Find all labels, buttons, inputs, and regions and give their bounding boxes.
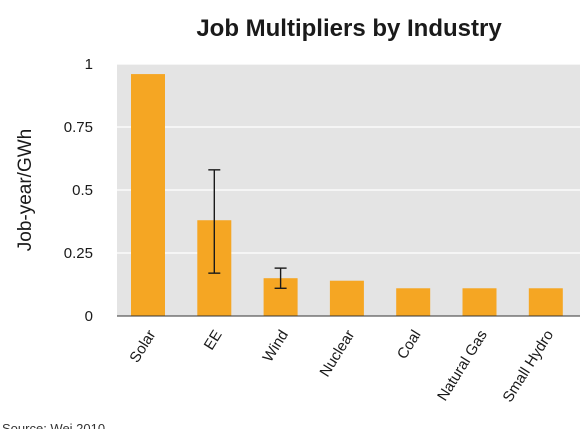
x-tick-label: EE (201, 327, 226, 353)
x-tick-label: Natural Gas (434, 327, 491, 404)
x-tick-label: Small Hydro (499, 327, 557, 405)
source-note: Source: Wei 2010 (2, 421, 105, 429)
bar-coal (396, 288, 431, 316)
y-tick-label: 0.75 (64, 119, 93, 136)
bar-natural-gas (462, 288, 497, 316)
gridlines (117, 63, 580, 254)
bar-small-hydro (528, 288, 563, 316)
y-axis-label: Job-year/GWh (15, 129, 36, 251)
error-bar-ee (208, 169, 221, 274)
y-tick-label: 0.5 (72, 182, 93, 199)
y-axis-ticks: 0 0.25 0.5 0.75 1 (64, 56, 93, 325)
y-tick-label: 0.25 (64, 245, 93, 262)
bar-nuclear (329, 280, 364, 316)
x-tick-label: Wind (259, 327, 292, 365)
y-tick-label: 0 (85, 308, 93, 325)
x-tick-label: Nuclear (316, 327, 358, 380)
x-tick-label: Coal (394, 327, 425, 362)
chart-title: Job Multipliers by Industry (196, 15, 502, 42)
x-axis-ticks: Solar EE Wind Nuclear Coal Natural Gas Small H… (126, 327, 557, 405)
error-bars (208, 169, 287, 289)
bar-solar (131, 74, 165, 316)
plot-area (117, 63, 580, 317)
error-bar-wind (274, 267, 287, 289)
y-tick-label: 1 (85, 56, 93, 73)
x-tick-label: Solar (126, 327, 159, 366)
